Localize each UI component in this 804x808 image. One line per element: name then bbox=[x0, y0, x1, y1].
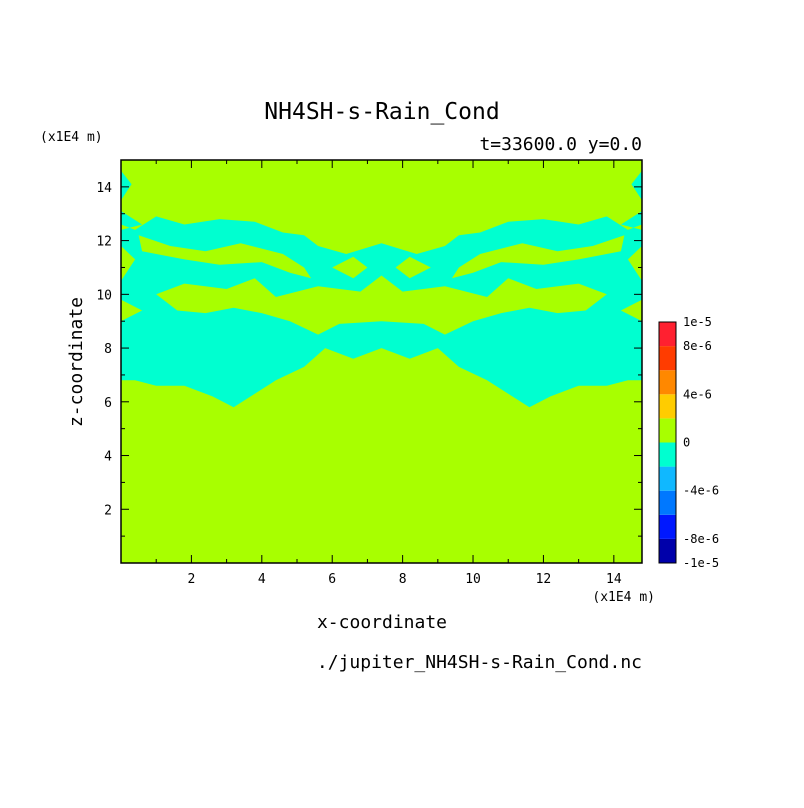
positive-patch-0 bbox=[142, 165, 621, 193]
colorbar-segment-1 bbox=[659, 514, 676, 539]
footer-filename: ./jupiter_NH4SH-s-Rain_Cond.nc bbox=[317, 652, 642, 673]
plot-area bbox=[120, 159, 643, 564]
colorbar-frame bbox=[658, 321, 677, 564]
colorbar-segment-4 bbox=[659, 442, 676, 467]
y-axis-label: z-coordinate bbox=[66, 297, 87, 427]
colorbar-label-3: 0 bbox=[683, 436, 690, 450]
y-tick-label-4: 4 bbox=[104, 450, 112, 465]
colorbar-segment-0 bbox=[659, 538, 676, 563]
y-unit-label: (x1E4 m) bbox=[40, 130, 103, 145]
y-tick-label-14: 14 bbox=[96, 181, 112, 196]
x-unit-label: (x1E4 m) bbox=[592, 590, 655, 605]
colorbar-segment-7 bbox=[659, 370, 676, 395]
x-tick-label-10: 10 bbox=[465, 572, 481, 587]
y-axis: 2 4 6 8 10 12 14 bbox=[96, 181, 642, 537]
y-tick-label-2: 2 bbox=[104, 503, 112, 518]
colorbar-label-6: -1e-5 bbox=[683, 556, 719, 570]
colorbar-label-4: -4e-6 bbox=[683, 484, 719, 498]
y-tick-label-10: 10 bbox=[96, 288, 112, 303]
x-tick-label-12: 12 bbox=[536, 572, 552, 587]
negative-region-left bbox=[121, 160, 382, 408]
positive-patch-4 bbox=[395, 256, 431, 279]
colorbar-segment-8 bbox=[659, 346, 676, 371]
x-tick-label-8: 8 bbox=[399, 572, 407, 587]
colorbar: 1e-5 8e-6 4e-6 0 -4e-6 -8e-6 -1e-5 bbox=[658, 315, 719, 570]
positive-patch-3 bbox=[332, 256, 368, 279]
colorbar-label-5: -8e-6 bbox=[683, 532, 719, 546]
colorbar-segment-6 bbox=[659, 394, 676, 419]
x-axis-label: x-coordinate bbox=[317, 612, 447, 633]
positive-patch-2 bbox=[451, 235, 625, 279]
plot-frame bbox=[120, 159, 643, 564]
colorbar-label-2: 4e-6 bbox=[683, 387, 712, 401]
colorbar-segment-9 bbox=[659, 322, 676, 347]
colorbar-segment-2 bbox=[659, 490, 676, 515]
chart-title: NH4SH-s-Rain_Cond bbox=[264, 99, 499, 125]
x-tick-label-4: 4 bbox=[258, 572, 266, 587]
colorbar-segment-3 bbox=[659, 466, 676, 491]
x-tick-label-6: 6 bbox=[328, 572, 336, 587]
negative-region-right bbox=[381, 160, 642, 408]
colorbar-label-0: 1e-5 bbox=[683, 315, 712, 329]
y-tick-label-12: 12 bbox=[96, 235, 112, 250]
x-tick-label-14: 14 bbox=[606, 572, 622, 587]
colorbar-label-1: 8e-6 bbox=[683, 339, 712, 353]
x-axis: 2 4 6 8 10 12 14 bbox=[155, 160, 622, 587]
y-tick-label-8: 8 bbox=[104, 342, 112, 357]
x-tick-label-2: 2 bbox=[187, 572, 195, 587]
positive-patch-1 bbox=[138, 235, 312, 279]
y-tick-label-6: 6 bbox=[104, 396, 112, 411]
chart-subtitle: t=33600.0 y=0.0 bbox=[479, 134, 642, 155]
colorbar-segment-5 bbox=[659, 418, 676, 443]
